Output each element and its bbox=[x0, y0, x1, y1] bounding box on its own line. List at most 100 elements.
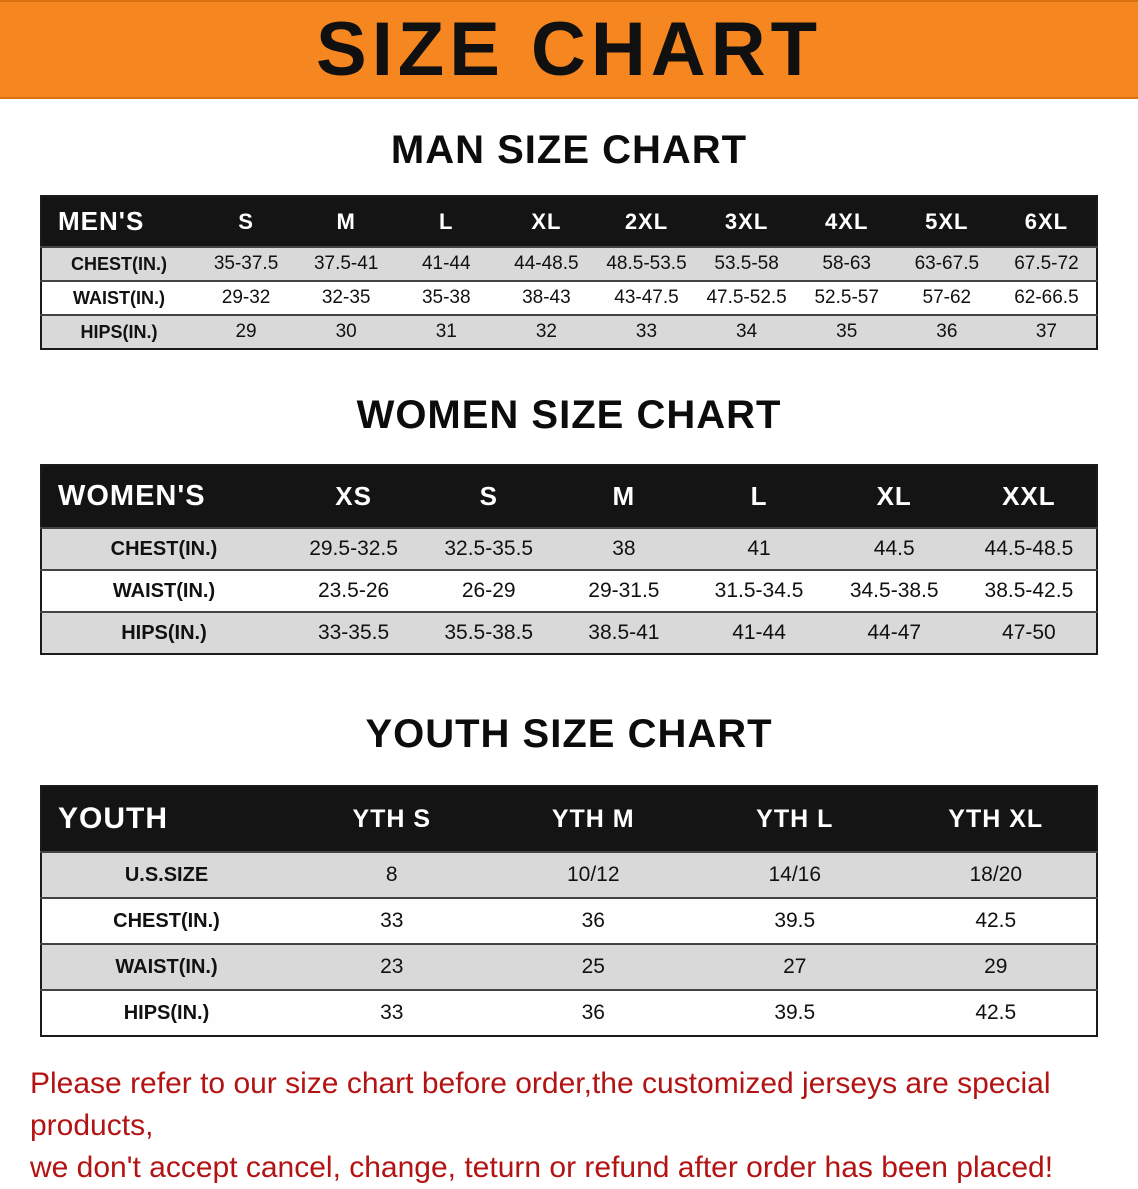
women-section-heading: WOMEN SIZE CHART bbox=[356, 393, 782, 437]
table-cell: 26-29 bbox=[421, 569, 557, 612]
table-cell: 63-67.5 bbox=[896, 246, 997, 281]
women-waist-row: WAIST(IN.) 23.5-26 26-29 29-31.5 31.5-34… bbox=[41, 569, 1097, 612]
row-label: CHEST(IN.) bbox=[41, 897, 291, 944]
youth-header-row: YOUTH YTH S YTH M YTH L YTH XL bbox=[41, 786, 1097, 852]
size-col-header: 4XL bbox=[825, 208, 869, 234]
table-cell: 37.5-41 bbox=[296, 246, 397, 281]
table-cell: 44.5-48.5 bbox=[961, 527, 1097, 570]
row-label: U.S.SIZE bbox=[41, 851, 291, 898]
table-cell: 27 bbox=[694, 943, 896, 990]
size-col-header: XXL bbox=[1002, 481, 1056, 511]
table-cell: 31.5-34.5 bbox=[691, 569, 827, 612]
men-size-table: MEN'S S M L XL 2XL 3XL 4XL 5XL 6XL CHEST… bbox=[40, 195, 1098, 350]
row-label: HIPS(IN.) bbox=[41, 611, 286, 654]
table-cell: 18/20 bbox=[895, 851, 1097, 898]
youth-corner-label: YOUTH bbox=[58, 802, 168, 835]
table-cell: 33 bbox=[291, 897, 493, 944]
disclaimer-line-1: Please refer to our size chart before or… bbox=[30, 1067, 1051, 1142]
table-cell: 23 bbox=[291, 943, 493, 990]
table-cell: 33 bbox=[291, 989, 493, 1036]
row-label: WAIST(IN.) bbox=[41, 943, 291, 990]
men-corner-label: MEN'S bbox=[58, 206, 145, 236]
table-cell: 25 bbox=[492, 943, 694, 990]
table-cell: 37 bbox=[996, 314, 1097, 349]
table-cell: 29-32 bbox=[196, 280, 297, 315]
men-header-row: MEN'S S M L XL 2XL 3XL 4XL 5XL 6XL bbox=[41, 196, 1097, 247]
table-cell: 53.5-58 bbox=[696, 246, 797, 281]
table-cell: 38.5-42.5 bbox=[961, 569, 1097, 612]
size-col-header: XL bbox=[876, 481, 912, 511]
men-waist-row: WAIST(IN.) 29-32 32-35 35-38 38-43 43-47… bbox=[41, 280, 1097, 315]
size-col-header: XS bbox=[335, 481, 372, 511]
banner: SIZE CHART bbox=[0, 0, 1138, 99]
table-cell: 8 bbox=[291, 851, 493, 898]
table-cell: 34.5-38.5 bbox=[826, 569, 962, 612]
table-cell: 35-37.5 bbox=[196, 246, 297, 281]
women-chest-row: CHEST(IN.) 29.5-32.5 32.5-35.5 38 41 44.… bbox=[41, 527, 1097, 570]
size-col-header: 2XL bbox=[624, 208, 669, 234]
table-cell: 34 bbox=[696, 314, 797, 349]
table-cell: 43-47.5 bbox=[596, 280, 697, 315]
women-corner-label: WOMEN'S bbox=[58, 480, 206, 512]
table-cell: 33-35.5 bbox=[286, 611, 422, 654]
women-hips-row: HIPS(IN.) 33-35.5 35.5-38.5 38.5-41 41-4… bbox=[41, 611, 1097, 654]
size-col-header: YTH S bbox=[352, 804, 432, 833]
size-col-header: 5XL bbox=[925, 208, 969, 234]
table-cell: 57-62 bbox=[896, 280, 997, 315]
men-chest-row: CHEST(IN.) 35-37.5 37.5-41 41-44 44-48.5… bbox=[41, 246, 1097, 281]
table-cell: 58-63 bbox=[796, 246, 897, 281]
men-section-heading: MAN SIZE CHART bbox=[390, 128, 748, 172]
table-cell: 30 bbox=[296, 314, 397, 349]
table-cell: 48.5-53.5 bbox=[596, 246, 697, 281]
size-col-header: S bbox=[479, 481, 498, 511]
table-cell: 23.5-26 bbox=[286, 569, 422, 612]
disclaimer-line-2: we don't accept cancel, change, teturn o… bbox=[30, 1151, 1054, 1184]
table-cell: 36 bbox=[492, 989, 694, 1036]
table-cell: 33 bbox=[596, 314, 697, 349]
table-cell: 41-44 bbox=[691, 611, 827, 654]
row-label: CHEST(IN.) bbox=[41, 527, 286, 570]
size-col-header: M bbox=[612, 481, 636, 511]
table-cell: 44-47 bbox=[826, 611, 962, 654]
youth-chest-row: CHEST(IN.) 33 36 39.5 42.5 bbox=[41, 897, 1097, 944]
row-label: HIPS(IN.) bbox=[41, 989, 291, 1036]
table-cell: 29.5-32.5 bbox=[286, 527, 422, 570]
table-cell: 47.5-52.5 bbox=[696, 280, 797, 315]
size-col-header: L bbox=[750, 481, 768, 511]
size-col-header: XL bbox=[531, 208, 562, 234]
row-label: CHEST(IN.) bbox=[41, 246, 196, 281]
table-cell: 35 bbox=[796, 314, 897, 349]
size-col-header: YTH L bbox=[756, 804, 834, 833]
table-cell: 32.5-35.5 bbox=[421, 527, 557, 570]
row-label: WAIST(IN.) bbox=[41, 280, 196, 315]
youth-waist-row: WAIST(IN.) 23 25 27 29 bbox=[41, 943, 1097, 990]
men-hips-row: HIPS(IN.) 29 30 31 32 33 34 35 36 37 bbox=[41, 314, 1097, 349]
table-cell: 42.5 bbox=[895, 897, 1097, 944]
table-cell: 14/16 bbox=[694, 851, 896, 898]
table-cell: 41 bbox=[691, 527, 827, 570]
table-cell: 32 bbox=[496, 314, 597, 349]
table-cell: 36 bbox=[896, 314, 997, 349]
table-cell: 42.5 bbox=[895, 989, 1097, 1036]
table-cell: 36 bbox=[492, 897, 694, 944]
table-cell: 39.5 bbox=[694, 897, 896, 944]
size-col-header: S bbox=[238, 208, 254, 234]
size-col-header: 6XL bbox=[1024, 208, 1069, 234]
row-label: WAIST(IN.) bbox=[41, 569, 286, 612]
size-col-header: YTH M bbox=[551, 804, 635, 833]
table-cell: 35-38 bbox=[396, 280, 497, 315]
women-header-row: WOMEN'S XS S M L XL XXL bbox=[41, 465, 1097, 528]
size-col-header: 3XL bbox=[724, 208, 769, 234]
table-cell: 52.5-57 bbox=[796, 280, 897, 315]
table-cell: 29 bbox=[895, 943, 1097, 990]
page-title: SIZE CHART bbox=[316, 6, 822, 92]
table-cell: 44-48.5 bbox=[496, 246, 597, 281]
table-cell: 29-31.5 bbox=[556, 569, 692, 612]
table-cell: 39.5 bbox=[694, 989, 896, 1036]
youth-ussize-row: U.S.SIZE 8 10/12 14/16 18/20 bbox=[41, 851, 1097, 898]
table-cell: 29 bbox=[196, 314, 297, 349]
youth-section-heading: YOUTH SIZE CHART bbox=[365, 712, 773, 756]
women-size-table: WOMEN'S XS S M L XL XXL CHEST(IN.) 29.5-… bbox=[40, 464, 1098, 655]
table-cell: 38-43 bbox=[496, 280, 597, 315]
